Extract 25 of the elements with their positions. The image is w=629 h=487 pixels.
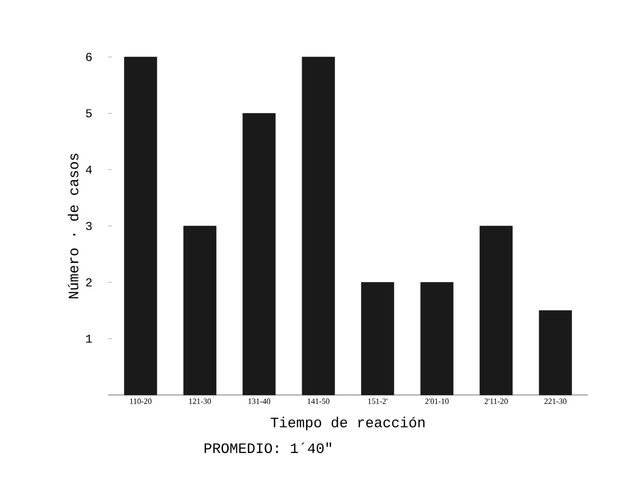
y-tick-label: 1 [86,334,92,343]
bar [420,282,454,396]
x-tick-label: 110-20 [130,398,152,404]
x-tick-label: 2'11-20 [484,398,508,404]
bar [302,56,335,396]
x-tick-label: 121-30 [189,398,211,404]
y-tick-label: 4 [86,166,92,174]
y-tick-label: 3 [86,222,92,230]
y-tick-label: 6 [86,52,92,62]
x-axis-title: Tiempo de reacción [270,416,424,430]
y-tick-label: 2 [86,278,92,286]
text: PROMEDIO: 1´40" [204,442,332,454]
x-tick-label: 2'01-10 [425,398,449,404]
x-tick-label: 221-30 [544,398,566,404]
bar [124,56,158,396]
x-tick-label: 141-50 [308,398,330,404]
y-axis-title: Número · de casos [68,154,78,298]
bar [480,226,513,396]
x-tick-label: 131-40 [248,398,270,404]
bar [361,282,394,396]
bar [242,113,276,396]
bar [183,226,216,396]
y-tick-label: 5 [86,109,92,118]
x-tick-label: 151-2' [368,398,388,404]
bar [538,310,572,396]
